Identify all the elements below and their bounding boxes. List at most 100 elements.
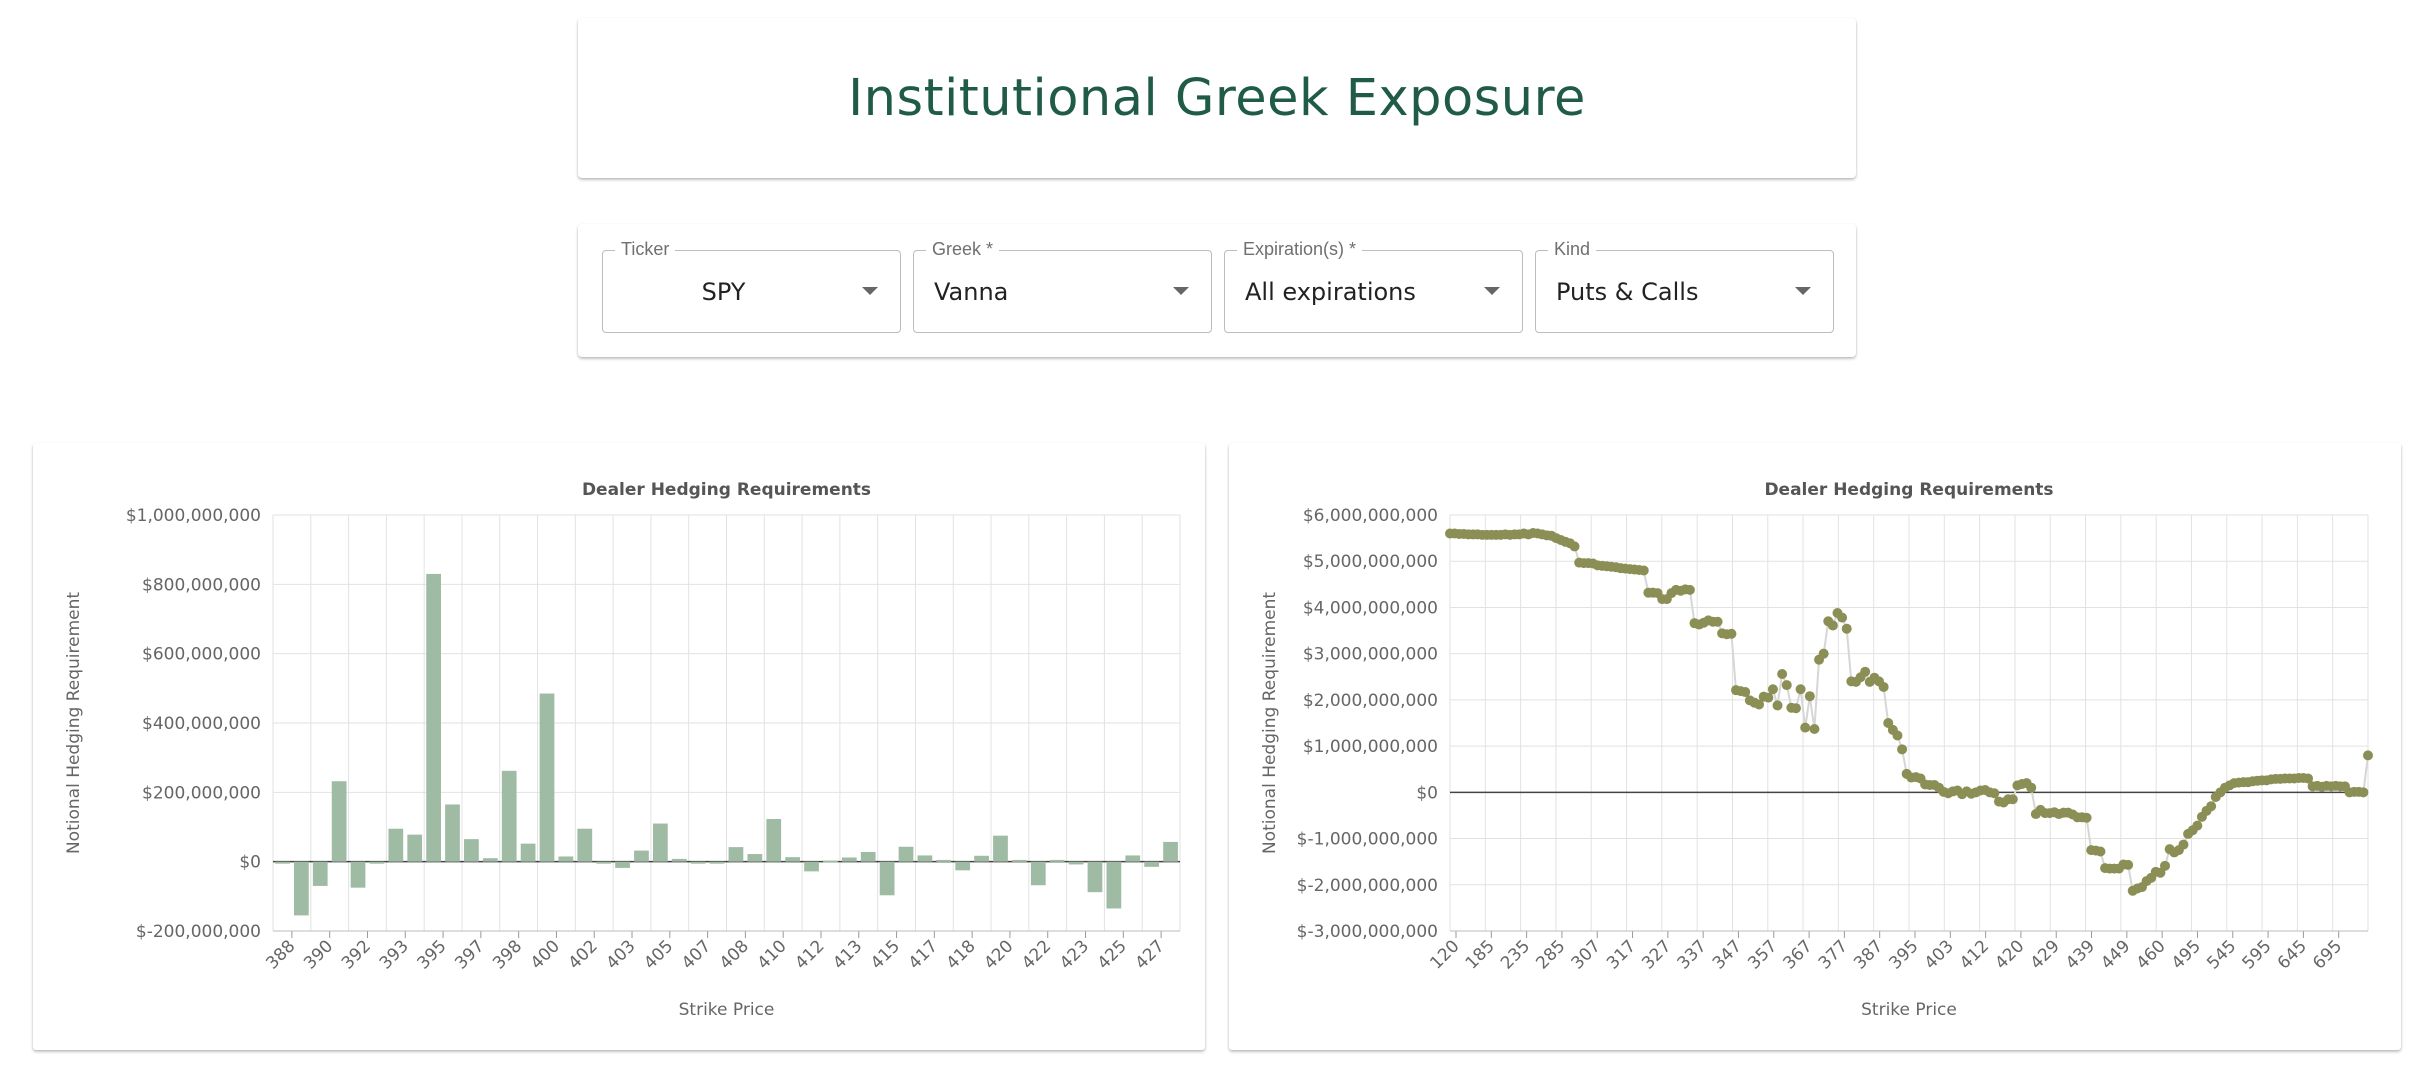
data-point [2363,750,2373,761]
bar [860,851,876,862]
x-tick-label: 395 [414,936,451,973]
data-point [1892,730,1903,741]
chevron-down-icon [1173,287,1189,295]
x-tick-label: 427 [1132,936,1169,973]
x-tick-label: 395 [1885,936,1922,973]
x-axis-label: Strike Price [1861,1000,1957,1020]
data-point [2303,773,2314,784]
chevron-down-icon [862,287,878,295]
x-tick-label: 408 [716,936,753,973]
x-tick-label: 347 [1709,936,1746,973]
bar [766,819,782,862]
data-point [1767,684,1778,695]
bar [671,858,687,862]
x-tick-label: 377 [1815,936,1852,973]
bar [615,861,630,868]
data-point [1897,744,1908,755]
y-tick-label: $200,000,000 [142,783,261,803]
bar [445,804,460,862]
x-tick-label: 545 [2203,936,2240,973]
bar [634,850,649,862]
data-point [2081,812,2092,823]
bar [1068,861,1084,865]
x-tick-label: 645 [2274,936,2311,973]
data-point [1878,681,1889,692]
data-point [1638,565,1649,576]
y-tick-label: $2,000,000,000 [1303,691,1438,711]
data-point [2095,846,2106,857]
x-tick-label: 439 [2062,936,2099,973]
x-tick-label: 412 [1956,936,1993,973]
data-point [1860,666,1871,677]
bar [275,861,290,864]
bar [539,693,555,862]
data-point [1837,612,1848,623]
bar [520,843,536,862]
bar [1087,861,1103,893]
x-tick-label: 393 [376,936,413,973]
x-tick-label: 403 [602,936,639,973]
expirations-label: Expiration(s) * [1237,239,1363,260]
bar [917,855,933,862]
chart-title: Dealer Hedging Requirements [582,480,871,500]
kind-select[interactable]: Kind Puts & Calls [1535,239,1834,333]
y-tick-label: $1,000,000,000 [126,506,261,526]
expirations-value: All expirations [1245,277,1416,306]
y-tick-label: $0 [239,853,261,873]
x-tick-label: 402 [565,936,602,973]
scatter-chart-card: Dealer Hedging Requirements $6,000,000,00… [1229,443,2401,1050]
x-tick-label: 417 [905,936,942,973]
y-tick-label: $600,000,000 [142,645,261,665]
x-tick-label: 418 [943,936,980,973]
x-tick-label: 185 [1462,936,1499,973]
x-tick-label: 410 [754,936,791,973]
x-tick-label: 695 [2309,936,2346,973]
x-tick-label: 387 [1850,936,1887,973]
data-point [1569,541,1580,552]
bar [350,861,366,888]
y-tick-label: $-1,000,000,000 [1297,830,1438,850]
bar [331,781,347,862]
data-point [1684,584,1695,595]
data-point [1740,687,1751,698]
bar [936,859,952,862]
x-tick-label: 390 [300,936,337,973]
chevron-down-icon [1795,287,1811,295]
data-point [1712,616,1723,627]
y-tick-label: $1,000,000,000 [1303,737,1438,757]
data-point [2178,839,2189,850]
x-tick-label: 235 [1497,936,1534,973]
bar [577,828,593,862]
x-tick-label: 449 [2097,936,2134,973]
x-tick-label: 413 [829,936,866,973]
bar [388,828,404,862]
y-tick-label: $-2,000,000,000 [1297,876,1438,896]
data-point [1809,724,1820,735]
bar [709,861,725,864]
x-tick-label: 412 [791,936,828,973]
x-tick-label: 422 [1018,936,1055,973]
bar [823,860,838,863]
bar-chart: Dealer Hedging Requirements $1,000,000,00… [64,480,1181,1020]
data-point [2160,860,2171,871]
data-point [1763,692,1774,703]
expirations-select[interactable]: Expiration(s) * All expirations [1224,239,1523,333]
data-point [1800,722,1811,733]
bar [747,854,763,862]
x-tick-label: 429 [2027,936,2064,973]
x-tick-label: 403 [1921,936,1958,973]
x-tick-label: 415 [867,936,904,973]
x-tick-label: 388 [262,936,299,973]
y-tick-label: $400,000,000 [142,714,261,734]
ticker-label: Ticker [615,239,676,260]
greek-select[interactable]: Greek * Vanna [913,239,1212,333]
data-point [1795,684,1806,695]
y-tick-label: $5,000,000,000 [1303,552,1438,572]
title-card: Institutional Greek Exposure [578,18,1856,178]
bar [652,823,668,862]
ticker-select[interactable]: Ticker SPY [602,239,901,333]
x-tick-label: 397 [451,936,488,973]
x-tick-label: 425 [1094,936,1131,973]
x-tick-label: 357 [1744,936,1781,973]
y-tick-label: $4,000,000,000 [1303,598,1438,618]
